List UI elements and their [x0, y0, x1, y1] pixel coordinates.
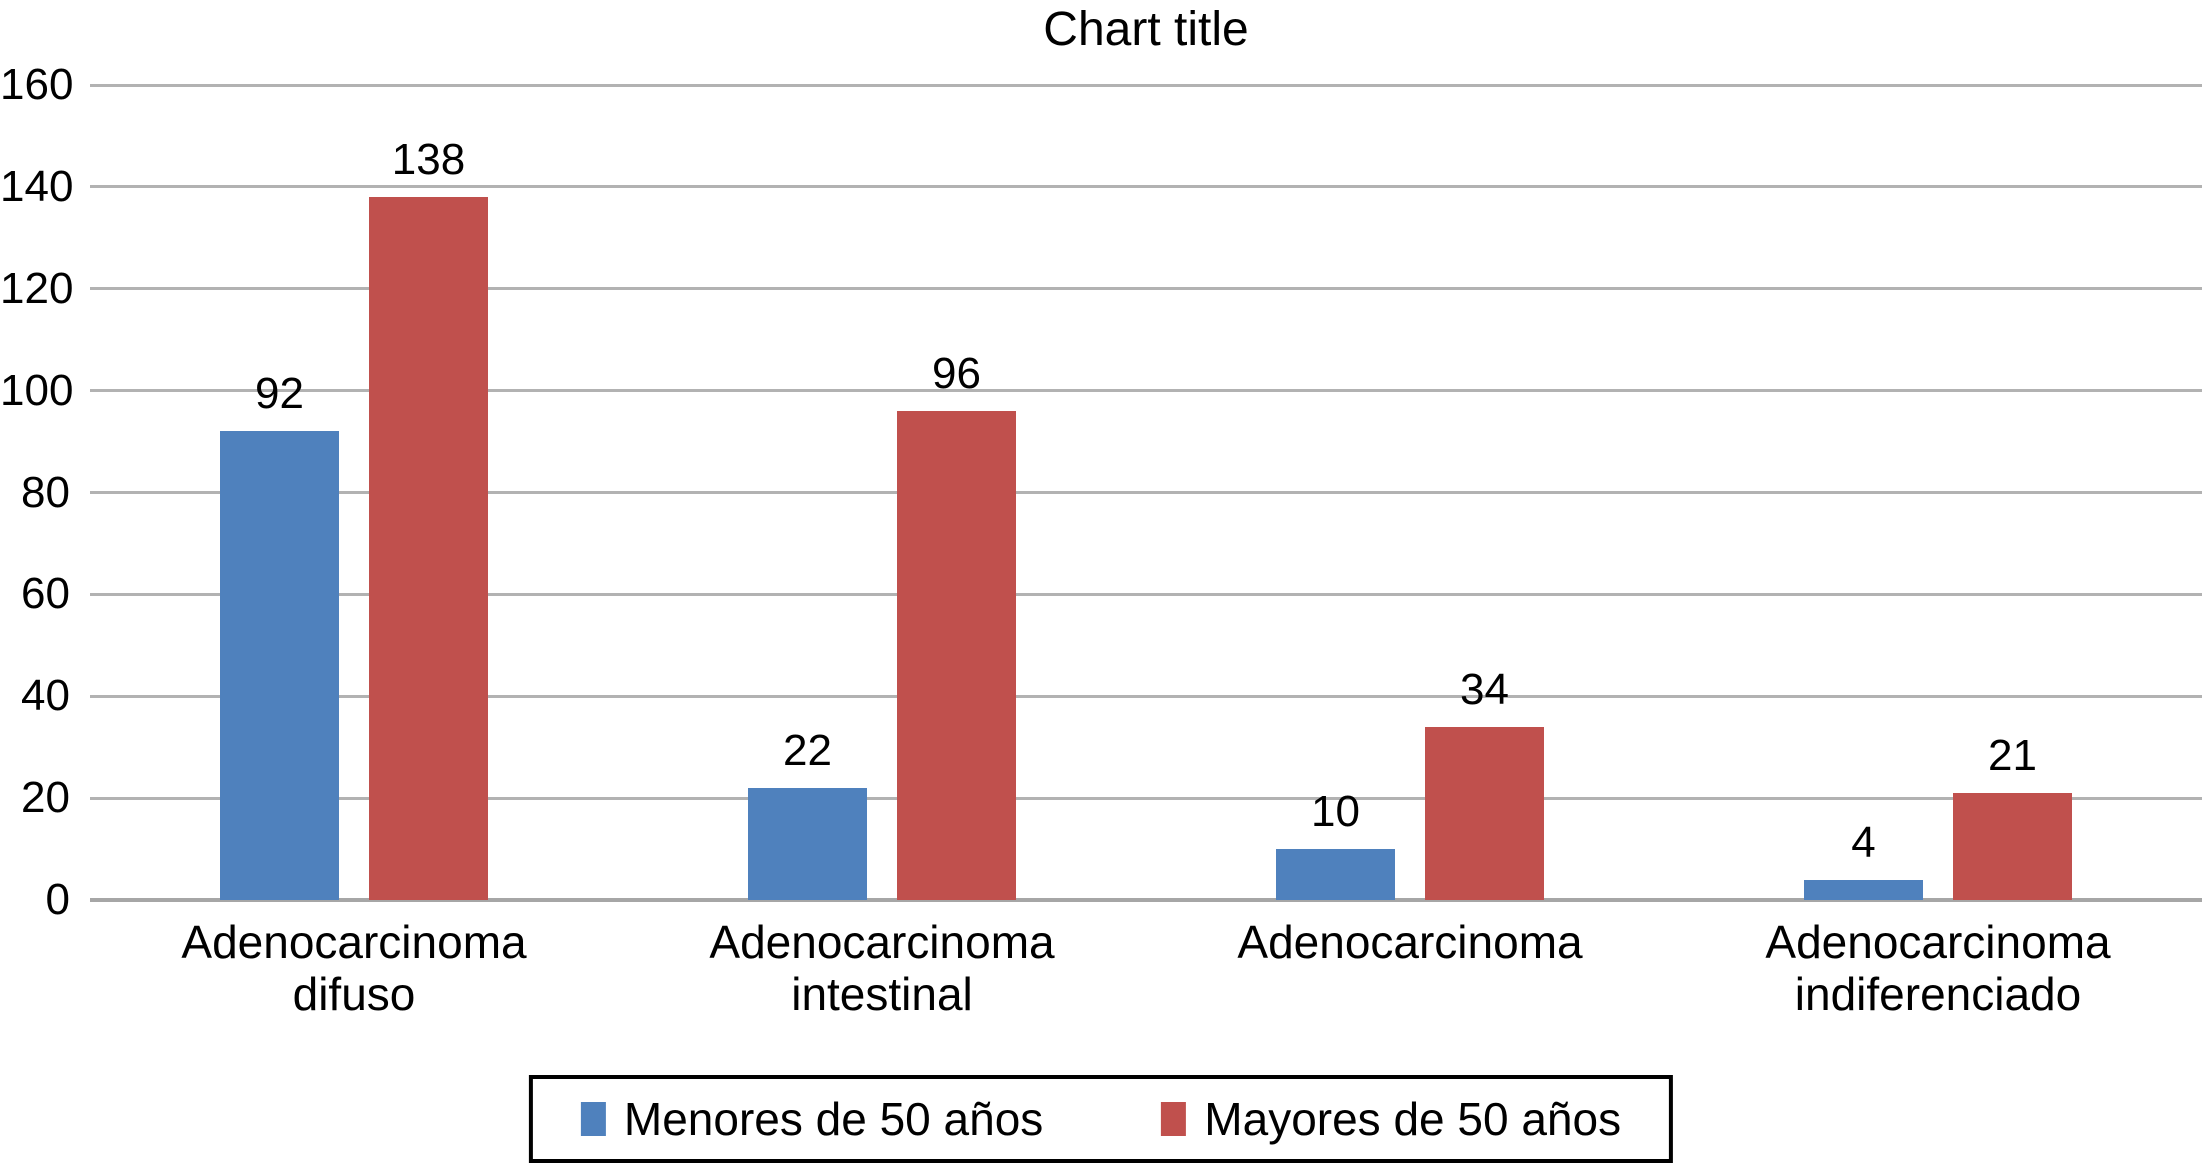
x-axis-category-label: Adenocarcinoma difuso [90, 916, 618, 1020]
legend-swatch-icon [1161, 1102, 1187, 1136]
bar-value-label: 96 [932, 349, 981, 398]
gridline-y-20 [90, 796, 2202, 800]
gridline-y-40 [90, 694, 2202, 698]
legend-label: Menores de 50 años [623, 1093, 1044, 1145]
bar-series2-cat4 [1953, 793, 2072, 900]
bar-value-label: 22 [783, 725, 832, 775]
gridline-y-0 [90, 898, 2202, 902]
gridline-y-80 [90, 491, 2202, 494]
gridline-y-140 [90, 185, 2202, 189]
y-axis-tick-label-160: 160 [0, 60, 74, 109]
y-axis-tick-label-100: 100 [0, 365, 74, 415]
legend-label: Mayores de 50 años [1204, 1093, 1622, 1145]
x-axis-category-label: Adenocarcinoma [1146, 916, 1674, 968]
gridline-y-60 [90, 592, 2202, 596]
category-label-line: Adenocarcinoma [709, 916, 1055, 968]
y-axis-tick-label-0: 0 [45, 875, 70, 924]
bar-series2-cat1 [369, 197, 488, 900]
bar-series1-cat2 [748, 787, 867, 900]
bar-value-label: 4 [1851, 817, 1876, 867]
y-axis-tick-label-40: 40 [21, 671, 70, 721]
category-label-line: Adenocarcinoma [181, 916, 527, 968]
gridline-y-120 [90, 287, 2202, 291]
bar-value-label: 138 [391, 135, 466, 185]
category-label-line: Adenocarcinoma [1765, 916, 2111, 968]
legend: Menores de 50 años Mayores de 50 años [528, 1075, 1674, 1163]
bar-series2-cat2 [897, 411, 1016, 900]
bar-value-label: 34 [1460, 664, 1509, 714]
bar-value-label: 92 [255, 369, 304, 419]
gridline-y-100 [90, 389, 2202, 393]
bar-value-label: 21 [1988, 731, 2037, 781]
y-axis-tick-label-140: 140 [0, 161, 74, 211]
bar-series1-cat1 [220, 431, 339, 900]
x-axis-category-label: Adenocarcinoma indiferenciado [1674, 916, 2202, 1020]
category-label-line: indiferenciado [1794, 968, 2082, 1020]
bar-series1-cat3 [1276, 849, 1395, 900]
y-axis-tick-label-20: 20 [21, 773, 70, 823]
category-label-line: difuso [292, 968, 416, 1020]
bar-value-label: 10 [1311, 787, 1360, 837]
bar-series1-cat4 [1804, 879, 1923, 900]
chart-title: Chart title [1043, 3, 1249, 56]
legend-swatch-icon [580, 1102, 606, 1136]
y-axis-tick-label-80: 80 [21, 467, 70, 517]
gridline-y-160 [90, 83, 2202, 87]
y-axis-tick-label-60: 60 [21, 569, 70, 619]
legend-item-2: Mayores de 50 años [1161, 1092, 1621, 1146]
bar-series2-cat3 [1425, 726, 1544, 900]
legend-item-1: Menores de 50 años [580, 1092, 1044, 1146]
category-label-line: intestinal [791, 968, 973, 1020]
category-label-line: Adenocarcinoma [1237, 916, 1583, 968]
y-axis-tick-label-120: 120 [0, 263, 74, 313]
x-axis-category-label: Adenocarcinoma intestinal [618, 916, 1146, 1020]
